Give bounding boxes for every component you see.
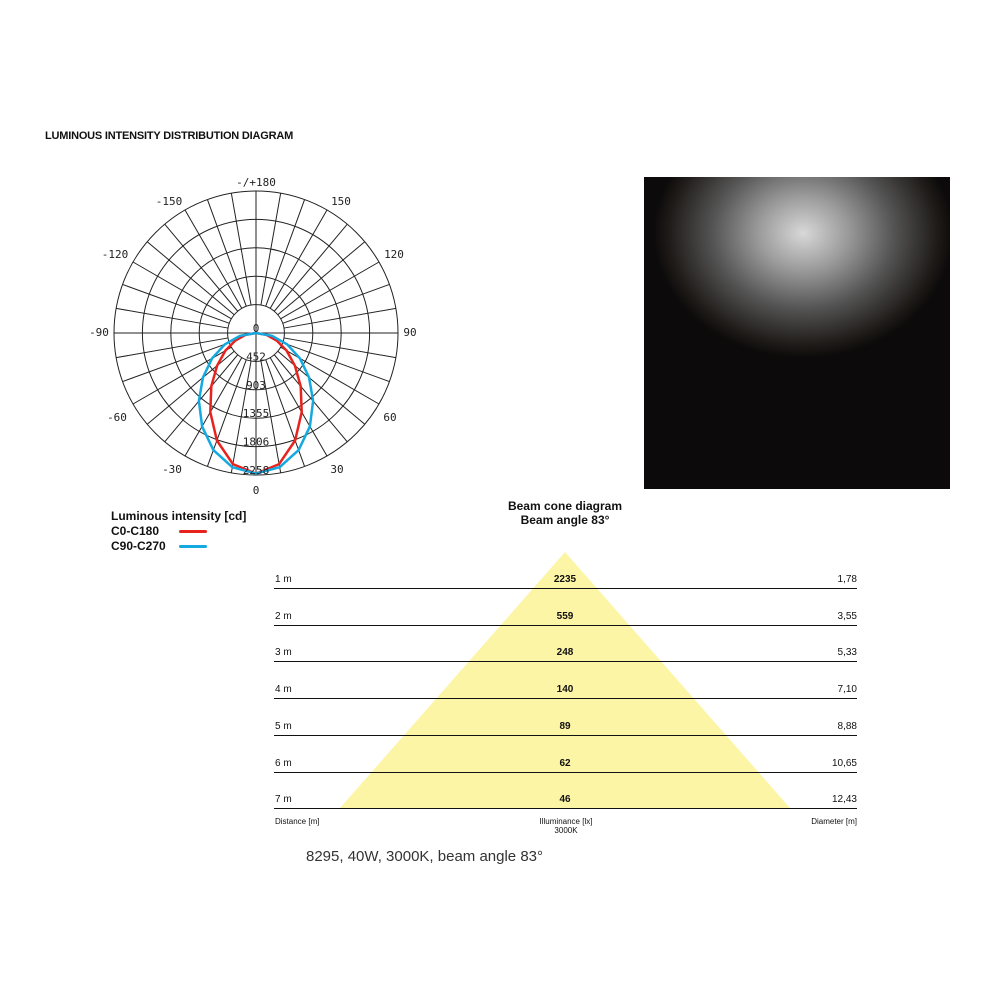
row-diameter: 7,10: [837, 684, 857, 696]
row-distance: 7 m: [275, 794, 292, 806]
polar-spoke: [122, 283, 230, 324]
row-divider: [274, 698, 857, 700]
polar-spoke: [260, 360, 282, 473]
legend-label: C0-C180: [111, 524, 160, 538]
polar-spoke: [277, 241, 366, 316]
row-diameter: 3,55: [837, 610, 857, 622]
legend-item: C90-C270: [111, 539, 246, 554]
polar-labels: -/+180 -150 150 -120 120 -90 90 -60 60 -30 30 0 0 452…: [89, 176, 417, 497]
cone-title: Beam cone diagram Beam angle 83°: [465, 499, 665, 527]
row-illuminance: 89: [559, 720, 571, 732]
row-diameter: 8,88: [837, 720, 857, 732]
angle-label: -90: [89, 326, 109, 339]
angle-label: -/+180: [236, 176, 276, 189]
angle-label: 120: [384, 248, 404, 261]
polar-spoke: [269, 209, 328, 309]
ring-label: 1806: [243, 436, 270, 449]
polar-spoke: [283, 337, 396, 359]
polar-curve-C90-C270: [197, 331, 315, 475]
angle-label: 60: [383, 411, 396, 424]
angle-label: 150: [331, 195, 351, 208]
polar-spoke: [282, 342, 390, 383]
legend-label: C90-C270: [111, 539, 166, 553]
footer-illuminance: Illuminance [lx] 3000K: [516, 817, 616, 835]
polar-spoke: [273, 223, 348, 312]
row-distance: 1 m: [275, 574, 292, 585]
row-divider: [274, 624, 857, 626]
row-diameter: 10,65: [831, 757, 857, 769]
polar-spoke: [260, 193, 282, 306]
polar-spoke: [122, 342, 230, 383]
row-distance: 6 m: [275, 757, 292, 769]
footer-diameter: Diameter [m]: [811, 817, 857, 826]
row-distance: 2 m: [275, 610, 292, 622]
row-illuminance: 140: [556, 684, 574, 696]
polar-spoke: [280, 261, 380, 320]
row-distance: 4 m: [275, 684, 292, 696]
cone-title-text: Beam cone diagram: [507, 499, 623, 513]
light-beam-photo: [644, 177, 950, 489]
polar-spoke: [206, 199, 247, 307]
cone-subtitle: Beam angle 83°: [520, 513, 610, 527]
row-illuminance: 559: [556, 610, 574, 622]
angle-label: 0: [253, 484, 260, 497]
legend-swatch-red: [179, 530, 207, 533]
polar-spoke: [230, 360, 252, 473]
polar-spoke: [282, 283, 390, 324]
polar-spoke: [116, 307, 229, 329]
row-diameter: 1,78: [837, 574, 857, 585]
diagram-title: LUMINOUS INTENSITY DISTRIBUTION DIAGRAM: [45, 130, 294, 142]
angle-label: -120: [102, 248, 129, 261]
legend-item: C0-C180: [111, 524, 246, 539]
polar-spoke: [184, 357, 243, 457]
row-illuminance: 2235: [553, 574, 577, 585]
polar-spoke: [116, 337, 229, 359]
footer-distance: Distance [m]: [275, 817, 320, 826]
polar-spoke: [184, 209, 243, 309]
row-illuminance: 46: [559, 794, 571, 806]
polar-curves: [197, 331, 315, 475]
angle-label: 90: [403, 326, 416, 339]
angle-label: -30: [162, 463, 182, 476]
ring-label: 903: [246, 379, 266, 392]
polar-spoke: [283, 307, 396, 329]
footer-illuminance-label: Illuminance [lx]: [539, 817, 593, 826]
polar-spoke: [273, 354, 348, 443]
footer-cct: 3000K: [554, 826, 578, 835]
angle-label: 30: [330, 463, 343, 476]
row-illuminance: 248: [556, 647, 574, 659]
ring-label-center: 0: [253, 322, 260, 335]
beam-cone-triangle: [340, 552, 790, 808]
angle-label: -150: [156, 195, 183, 208]
angle-label: -60: [107, 411, 127, 424]
polar-spoke: [164, 354, 239, 443]
polar-spoke: [146, 241, 235, 316]
legend: Luminous intensity [cd] C0-C180 C90-C270: [111, 509, 246, 554]
polar-spoke: [230, 193, 252, 306]
ring-label: 1355: [243, 407, 270, 420]
legend-swatch-blue: [179, 545, 207, 548]
polar-spoke: [164, 223, 239, 312]
row-distance: 5 m: [275, 720, 292, 732]
row-divider: [274, 661, 857, 663]
caption: 8295, 40W, 3000K, beam angle 83°: [306, 848, 544, 865]
row-divider: [274, 734, 857, 736]
polar-spoke: [132, 261, 232, 320]
row-divider: [274, 808, 857, 810]
ring-label: 452: [246, 350, 266, 363]
row-diameter: 5,33: [837, 647, 857, 659]
ring-label: 2258: [243, 464, 270, 477]
row-divider: [274, 588, 857, 589]
row-illuminance: 62: [559, 757, 571, 769]
row-divider: [274, 771, 857, 773]
polar-spoke: [265, 199, 306, 307]
row-diameter: 12,43: [831, 794, 857, 806]
row-distance: 3 m: [275, 647, 292, 659]
polar-spoke: [269, 357, 328, 457]
polar-diagram: -/+180 -150 150 -120 120 -90 90 -60 60 -30 30 0 0 452…: [89, 176, 417, 497]
legend-title: Luminous intensity [cd]: [111, 509, 247, 523]
